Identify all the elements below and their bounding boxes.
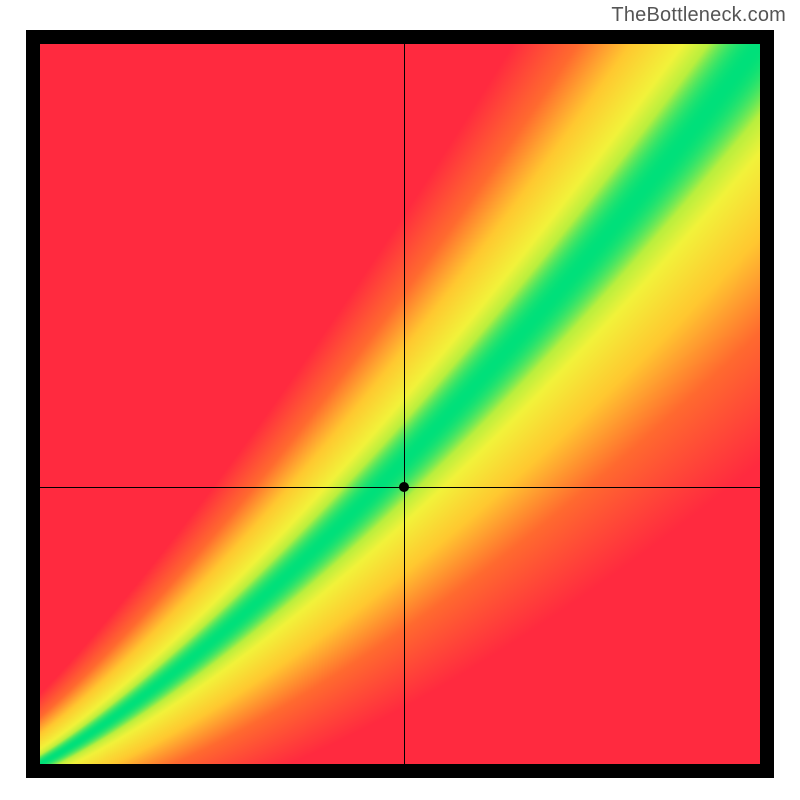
plot-outer-frame <box>26 30 774 778</box>
marker-dot <box>399 482 409 492</box>
bottleneck-heatmap <box>40 44 760 764</box>
watermark-text: TheBottleneck.com <box>611 4 786 27</box>
